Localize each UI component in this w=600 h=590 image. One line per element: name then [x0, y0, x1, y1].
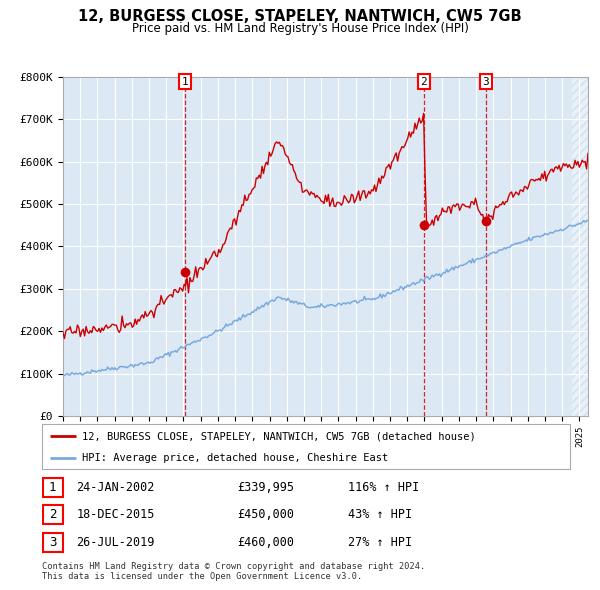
FancyBboxPatch shape: [43, 478, 62, 497]
Text: 26-JUL-2019: 26-JUL-2019: [76, 536, 155, 549]
Text: Price paid vs. HM Land Registry's House Price Index (HPI): Price paid vs. HM Land Registry's House …: [131, 22, 469, 35]
Text: 3: 3: [482, 77, 490, 87]
Text: 12, BURGESS CLOSE, STAPELEY, NANTWICH, CW5 7GB: 12, BURGESS CLOSE, STAPELEY, NANTWICH, C…: [78, 9, 522, 24]
Text: This data is licensed under the Open Government Licence v3.0.: This data is licensed under the Open Gov…: [42, 572, 362, 581]
Text: £450,000: £450,000: [238, 508, 295, 522]
FancyBboxPatch shape: [43, 533, 62, 552]
Text: 43% ↑ HPI: 43% ↑ HPI: [348, 508, 412, 522]
Text: £460,000: £460,000: [238, 536, 295, 549]
Text: Contains HM Land Registry data © Crown copyright and database right 2024.: Contains HM Land Registry data © Crown c…: [42, 562, 425, 571]
Text: 24-JAN-2002: 24-JAN-2002: [76, 481, 155, 494]
Text: £339,995: £339,995: [238, 481, 295, 494]
Text: 1: 1: [49, 481, 56, 494]
Text: 27% ↑ HPI: 27% ↑ HPI: [348, 536, 412, 549]
Text: HPI: Average price, detached house, Cheshire East: HPI: Average price, detached house, Ches…: [82, 453, 388, 463]
FancyBboxPatch shape: [43, 506, 62, 524]
Text: 3: 3: [49, 536, 56, 549]
Text: 18-DEC-2015: 18-DEC-2015: [76, 508, 155, 522]
FancyBboxPatch shape: [42, 424, 570, 469]
Text: 1: 1: [181, 77, 188, 87]
Text: 12, BURGESS CLOSE, STAPELEY, NANTWICH, CW5 7GB (detached house): 12, BURGESS CLOSE, STAPELEY, NANTWICH, C…: [82, 431, 475, 441]
Text: 2: 2: [421, 77, 427, 87]
Text: 2: 2: [49, 508, 56, 522]
Text: 116% ↑ HPI: 116% ↑ HPI: [348, 481, 419, 494]
